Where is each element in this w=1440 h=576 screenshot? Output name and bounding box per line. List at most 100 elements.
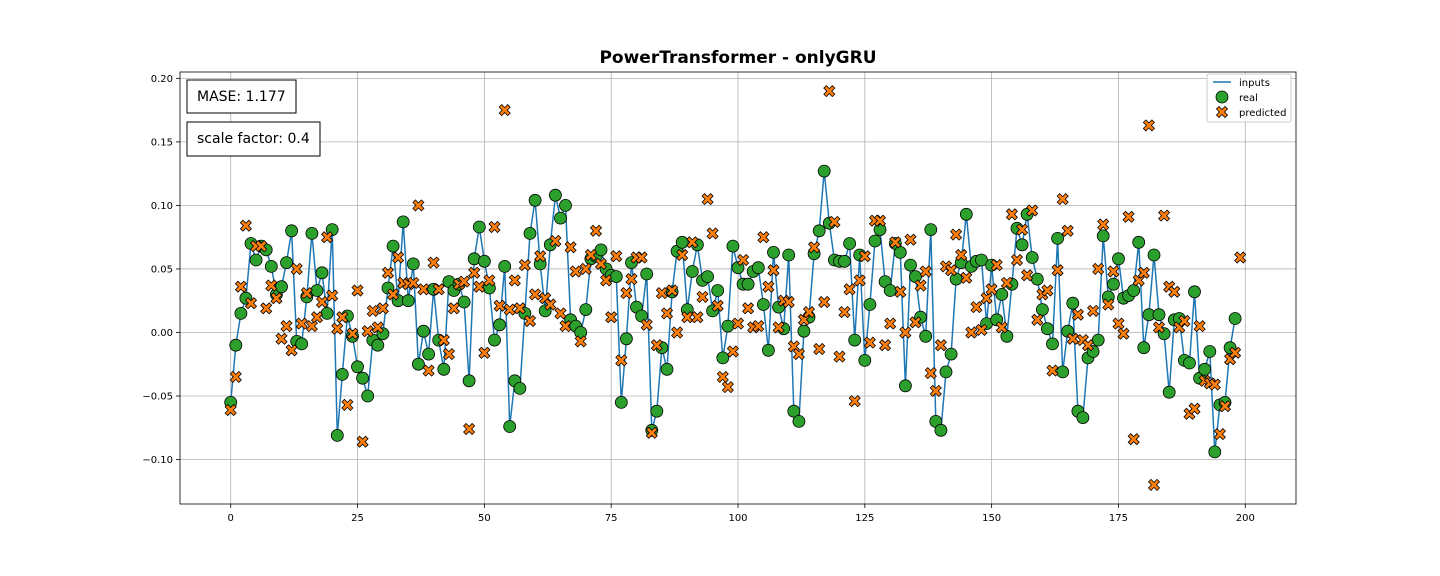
real-point [817, 164, 831, 178]
predicted-point [1147, 478, 1161, 491]
real-point [716, 351, 730, 365]
predicted-point [503, 303, 516, 316]
predicted-point [336, 311, 349, 324]
predicted-point [1208, 378, 1221, 391]
real-point [371, 338, 385, 352]
predicted-point [1107, 265, 1120, 278]
predicted-point [1229, 346, 1242, 359]
real-point [1066, 296, 1080, 310]
grid [180, 72, 1296, 504]
real-point [899, 379, 912, 393]
predicted-point [889, 236, 902, 249]
real-point [229, 338, 243, 352]
predicted-point [1102, 298, 1115, 311]
predicted-point [610, 250, 623, 263]
real-point [330, 428, 344, 442]
real-point [757, 298, 770, 311]
predicted-point [975, 323, 988, 336]
predicted-point [1026, 204, 1039, 217]
real-point [919, 329, 933, 343]
legend-predicted-swatch [1215, 105, 1229, 119]
real-point [498, 259, 512, 273]
real-point [503, 420, 517, 433]
predicted-point [371, 321, 384, 334]
predicted-point [229, 370, 242, 383]
legend-predicted-label: predicted [1239, 108, 1286, 119]
predicted-point [676, 248, 689, 262]
predicted-point [427, 256, 440, 269]
real-point [1025, 251, 1039, 264]
real-point [422, 347, 436, 361]
predicted-point [285, 344, 298, 357]
predicted-point [224, 403, 237, 417]
real-point [406, 257, 420, 271]
chart-title: PowerTransformer - onlyGRU [599, 48, 876, 68]
predicted-point [498, 104, 511, 117]
real-point [792, 414, 806, 428]
predicted-point [574, 335, 587, 348]
predicted-point [1213, 428, 1226, 441]
real-point [701, 270, 714, 284]
predicted-point [843, 283, 856, 296]
x-tick-label: 0 [228, 513, 234, 524]
predicted-point [463, 422, 476, 436]
predicted-point [275, 332, 288, 345]
y-tick-label: 0.00 [151, 328, 173, 339]
predicted-point [407, 276, 420, 289]
predicted-point [1041, 284, 1054, 297]
predicted-point [1021, 269, 1034, 282]
predicted-point [726, 345, 739, 358]
predicted-point [945, 264, 958, 277]
predicted-point [488, 220, 501, 234]
predicted-point [955, 248, 968, 262]
real-point [767, 245, 780, 259]
predicted-point [965, 326, 978, 339]
real-point [528, 193, 542, 207]
y-axis: −0.10 −0.05 0.00 0.05 0.10 0.15 0.20 [142, 74, 180, 466]
real-point [975, 253, 988, 267]
predicted-point [752, 320, 765, 333]
real-point [411, 357, 425, 371]
predicted-point [564, 241, 577, 254]
scale-factor-text: scale factor: 0.4 [197, 131, 310, 147]
real-point [909, 270, 922, 284]
predicted-point [321, 231, 334, 244]
real-point [650, 404, 664, 418]
real-point [249, 253, 263, 267]
predicted-point [863, 336, 876, 349]
predicted-point [660, 307, 674, 320]
predicted-point [721, 381, 734, 394]
real-point [305, 226, 319, 240]
predicted-point [823, 85, 836, 98]
predicted-point [934, 339, 947, 352]
predicted-point [757, 231, 770, 244]
predicted-point [534, 250, 547, 263]
predicted-point [387, 288, 400, 301]
predicted-point [417, 283, 430, 296]
predicted-point [995, 321, 1008, 334]
predicted-point [701, 193, 714, 206]
real-point [1000, 329, 1014, 343]
predicted-point [478, 346, 491, 359]
predicted-point [392, 251, 405, 264]
predicted-point [904, 233, 917, 246]
real-point [1041, 322, 1054, 336]
predicted-point [772, 321, 785, 334]
real-point [396, 215, 410, 229]
legend-box [1206, 73, 1292, 123]
x-tick-label: 200 [1236, 513, 1255, 524]
predicted-point [620, 287, 633, 300]
predicted-point [762, 280, 775, 293]
predicted-point [914, 279, 927, 292]
predicted-point [376, 302, 389, 315]
predicted-point [1031, 313, 1044, 326]
predicted-point [884, 317, 897, 330]
real-point [1208, 445, 1222, 459]
real-point [1183, 356, 1196, 370]
predicted-point [1087, 304, 1100, 317]
real-point [893, 245, 907, 259]
legend: inputs real predicted [1206, 73, 1292, 123]
real-point [868, 234, 882, 248]
predicted-point [255, 240, 268, 253]
